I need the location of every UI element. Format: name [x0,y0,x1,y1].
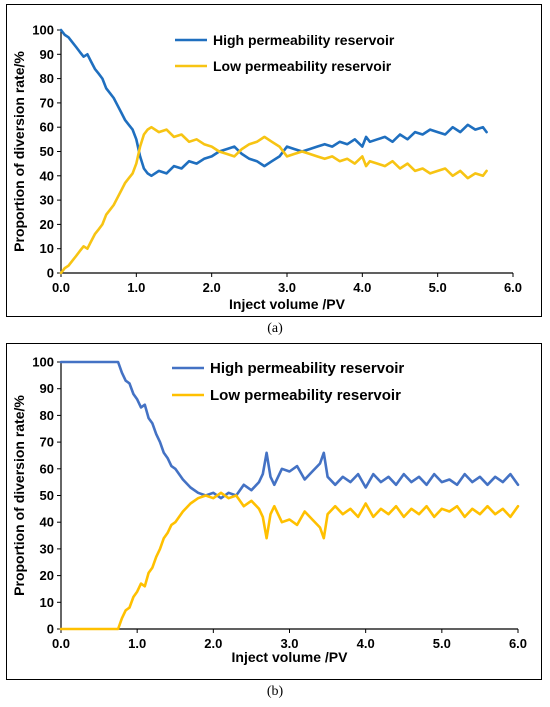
series-low-permeability-line [59,125,488,275]
x-axis-title: Inject volume /PV [229,296,346,312]
y-tick-label: 70 [40,435,54,450]
y-tick-label: 20 [40,568,54,583]
y-tick-label: 10 [40,595,54,610]
series-high-permeability-line [59,360,520,500]
y-tick-label: 40 [40,168,54,183]
y-tick-label: 30 [40,541,54,556]
x-tick-label: 1.0 [127,280,145,295]
caption-b: (b) [266,684,284,699]
x-tick-label: 1.0 [128,636,146,651]
x-tick-label: 5.0 [429,280,447,295]
legend-label: High permeability reservoir [213,32,395,48]
y-tick-label: 80 [40,408,54,423]
line-chart-b: 0 10 20 30 40 50 60 70 80 90 100 0.0 1.0 2.0 3.0 4.0 5.0… [11,355,527,666]
y-tick-label: 20 [40,217,54,232]
y-tick-label: 30 [40,193,54,208]
y-axis-title: Proportion of diversion rate/% [11,395,27,596]
y-tick-label: 0 [47,266,54,281]
y-tick-label: 60 [40,461,54,476]
x-tick-label: 0.0 [52,636,70,651]
x-tick-label: 3.0 [278,280,296,295]
chart-panel-a: 0 10 20 30 40 50 60 70 80 90 100 0.0 1.0 2.0 3.0 4.0 5.0… [6,4,542,317]
series-high-permeability-line [59,28,488,178]
x-tick-label: 5.0 [433,636,451,651]
y-tick-label: 60 [40,120,54,135]
x-tick-label: 4.0 [357,636,375,651]
y-tick-label: 70 [40,95,54,110]
x-tick-label: 6.0 [504,280,522,295]
series-low-permeability-line [59,491,520,631]
y-tick-label: 100 [32,23,54,38]
y-tick-label: 10 [40,241,54,256]
legend-label: High permeability reservoir [210,360,404,377]
y-tick-label: 80 [40,71,54,86]
y-tick-label: 100 [32,355,54,370]
line-chart-a: 0 10 20 30 40 50 60 70 80 90 100 0.0 1.0 2.0 3.0 4.0 5.0… [11,23,522,313]
x-tick-label: 3.0 [280,636,298,651]
y-tick-label: 50 [40,144,54,159]
legend-label: Low permeability reservoir [213,58,392,74]
chart-panel-b: 0 10 20 30 40 50 60 70 80 90 100 0.0 1.0 2.0 3.0 4.0 5.0… [6,343,542,680]
x-tick-label: 0.0 [52,280,70,295]
caption-a: (a) [267,321,283,336]
x-tick-label: 2.0 [203,280,221,295]
y-tick-label: 40 [40,515,54,530]
legend-label: Low permeability reservoir [210,387,401,404]
y-tick-label: 90 [40,47,54,62]
x-tick-label: 6.0 [509,636,527,651]
x-tick-label: 2.0 [204,636,222,651]
x-tick-label: 4.0 [353,280,371,295]
y-axis-title: Proportion of diversion rate/% [11,51,27,252]
y-tick-label: 0 [47,622,54,637]
y-tick-label: 50 [40,488,54,503]
x-axis-title: Inject volume /PV [232,649,349,665]
y-tick-label: 90 [40,381,54,396]
